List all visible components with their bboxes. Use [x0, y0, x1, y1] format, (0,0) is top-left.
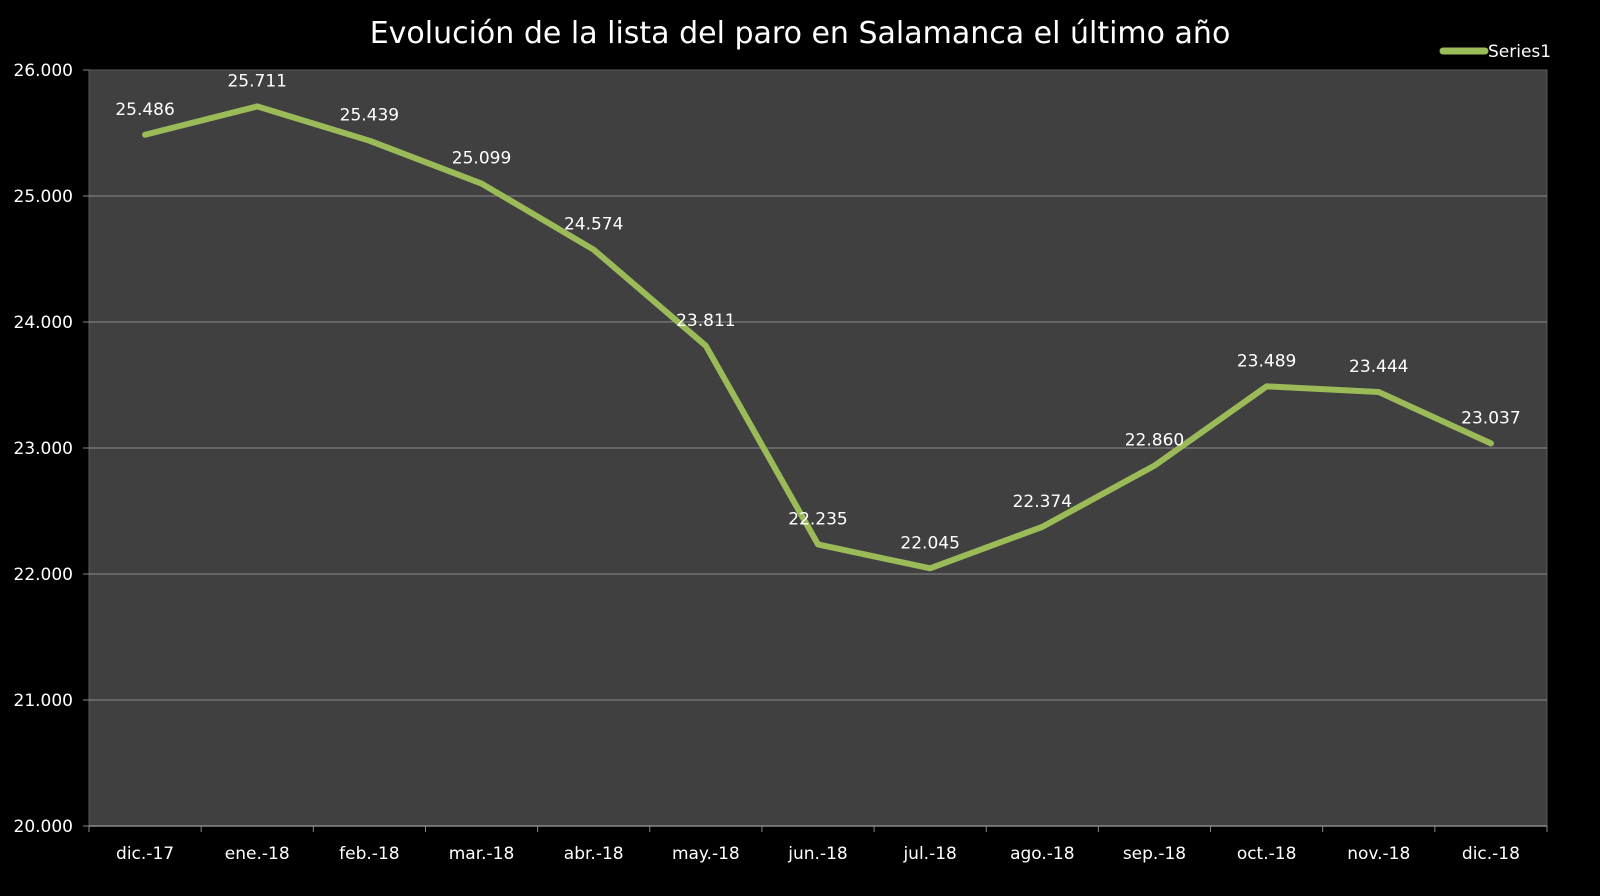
x-tick-label: sep.-18 — [1123, 844, 1186, 864]
x-tick-label: feb.-18 — [339, 844, 399, 864]
y-tick-label: 26.000 — [14, 61, 73, 81]
x-tick-label: may.-18 — [672, 844, 740, 864]
x-tick-label: ene.-18 — [225, 844, 290, 864]
data-label: 22.374 — [1013, 492, 1072, 512]
y-tick-label: 21.000 — [14, 691, 73, 711]
chart-title: Evolución de la lista del paro en Salama… — [370, 16, 1231, 51]
y-tick-label: 25.000 — [14, 187, 73, 207]
x-tick-label: ago.-18 — [1010, 844, 1074, 864]
data-label: 25.439 — [340, 106, 399, 126]
y-tick-label: 23.000 — [14, 439, 73, 459]
x-tick-label: dic.-18 — [1462, 844, 1520, 864]
x-tick-label: mar.-18 — [449, 844, 515, 864]
data-label: 22.860 — [1125, 431, 1184, 451]
x-tick-label: dic.-17 — [116, 844, 174, 864]
y-tick-label: 22.000 — [14, 565, 73, 585]
data-label: 23.037 — [1461, 408, 1520, 428]
y-tick-label: 20.000 — [14, 817, 73, 837]
x-tick-label: jun.-18 — [787, 844, 847, 864]
x-tick-label: abr.-18 — [564, 844, 624, 864]
data-label: 23.811 — [676, 311, 735, 331]
x-tick-label: jul.-18 — [902, 844, 956, 864]
data-label: 25.099 — [452, 149, 511, 169]
data-label: 22.045 — [900, 533, 959, 553]
legend-label: Series1 — [1488, 42, 1551, 62]
data-label: 23.489 — [1237, 351, 1296, 371]
y-tick-label: 24.000 — [14, 313, 73, 333]
data-label: 25.711 — [227, 71, 286, 91]
legend: Series1 — [1439, 42, 1551, 62]
x-tick-label: nov.-18 — [1347, 844, 1410, 864]
data-label: 25.486 — [115, 100, 174, 120]
data-label: 23.444 — [1349, 357, 1408, 377]
data-label: 24.574 — [564, 215, 623, 235]
data-label: 22.235 — [788, 509, 847, 529]
x-tick-label: oct.-18 — [1237, 844, 1297, 864]
